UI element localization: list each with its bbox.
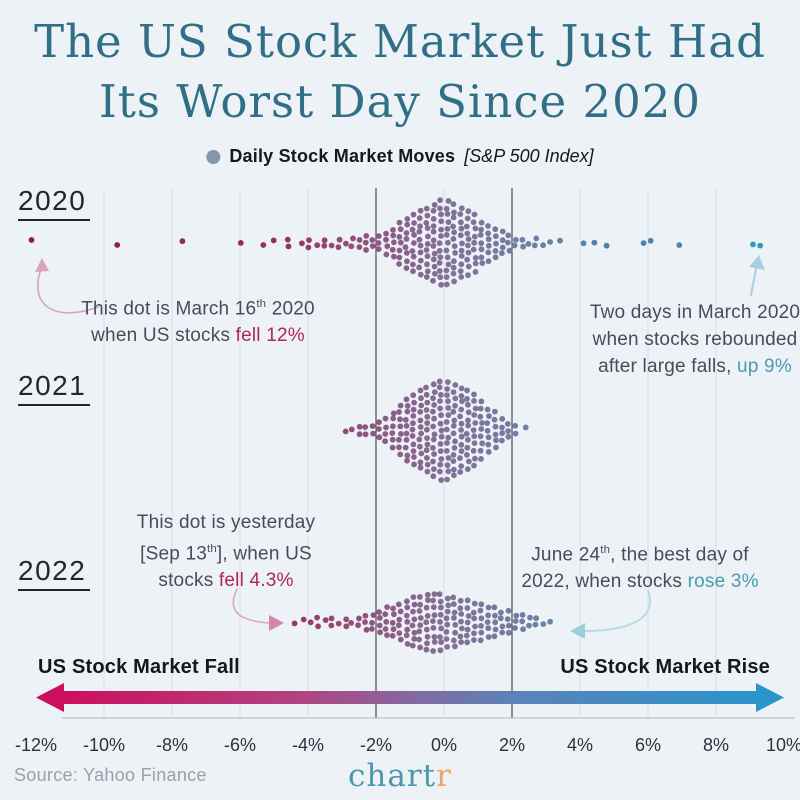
pointer-arrow-march16 (35, 258, 99, 314)
beeswarm-2022 (291, 591, 553, 654)
annotation-line: This dot is yesterday (136, 512, 316, 533)
annotation-line: [Sep 13th], when US (140, 543, 312, 565)
legend-dot-icon (206, 149, 221, 164)
chartr-logo-main: chart (348, 758, 437, 794)
pointer-arrow-sep13 (232, 588, 284, 631)
pointer-arrow-june24-head-icon (570, 623, 585, 639)
beeswarm-2020 (28, 197, 764, 288)
annotation-june-24-2022: June 24th, the best day of 2022, when sto… (521, 537, 758, 595)
axis-tick-2pct: 2% (498, 735, 526, 755)
legend-sublabel: [S&P 500 Index] (464, 146, 594, 166)
annotation-line: when stocks rebounded (592, 329, 798, 350)
annotation-march-2020-rebound: Two days in March 2020 when stocks reboun… (590, 299, 800, 380)
page-title-line-2: Its Worst Day Since 2020 (98, 75, 702, 128)
year-label-2021: 2021 (18, 370, 91, 406)
axis-tick--6pct: -6% (223, 735, 257, 755)
pointer-arrow-rebound (749, 255, 765, 296)
fall-axis-label: US Stock Market Fall (38, 656, 240, 678)
rise-axis-label: US Stock Market Rise (560, 656, 770, 678)
page-title: The US Stock Market Just Had Its Worst D… (0, 12, 800, 132)
axis-tick-6pct: 6% (634, 735, 662, 755)
fall-arrowhead-icon (36, 683, 64, 712)
axis-tick--2pct: -2% (359, 735, 393, 755)
axis-tick-0pct: 0% (430, 735, 458, 755)
chartr-logo: chartr (348, 758, 452, 794)
year-label-2020: 2020 (18, 185, 91, 221)
legend-label: Daily Stock Market Moves (229, 146, 456, 166)
gridlines (103, 188, 717, 718)
fall-rise-gradient-arrow (36, 683, 784, 712)
page-title-line-1: The US Stock Market Just Had (34, 15, 766, 68)
pointer-arrow-june24 (570, 590, 651, 639)
source-credit: Source: Yahoo Finance (14, 765, 207, 785)
axis-tick--4pct: -4% (291, 735, 325, 755)
rise-arrowhead-icon (756, 683, 784, 712)
year-label-2022: 2022 (18, 555, 91, 591)
annotation-march-16-2020: This dot is March 16th 2020 when US stock… (81, 291, 315, 349)
axis-tick-4pct: 4% (566, 735, 594, 755)
axis-tick-10pct: 10% (765, 735, 800, 755)
annotation-line: 2022, when stocks rose 3% (521, 571, 759, 593)
axis-tick--10pct: -10% (82, 735, 126, 755)
chartr-logo-accent: r (436, 758, 452, 794)
axis-tick--8pct: -8% (155, 735, 189, 755)
annotation-line: when US stocks fell 12% (91, 325, 305, 347)
annotation-line: This dot is March 16th 2020 (81, 298, 315, 320)
annotation-line: Two days in March 2020 (589, 302, 800, 323)
axis-tick-8pct: 8% (702, 735, 730, 755)
annotation-sep-13-2022: This dot is yesterday [Sep 13th], when US… (137, 509, 315, 594)
annotation-line: June 24th, the best day of (531, 544, 749, 566)
pointer-arrow-sep13-head-icon (269, 615, 284, 631)
axis-tick-labels: -12% -10% -8% -6% -4% -2% 0% 2% 4% 6% 8% 10% (0, 735, 800, 759)
pointer-arrow-march16-head-icon (35, 258, 49, 272)
pointer-arrow-rebound-head-icon (749, 255, 765, 270)
beeswarm-2021 (342, 378, 529, 483)
annotation-line: stocks fell 4.3% (158, 570, 294, 592)
legend: Daily Stock Market Moves [S&P 500 Index] (206, 146, 594, 167)
axis-tick--12pct: -12% (14, 735, 58, 755)
annotation-line: after large falls, up 9% (598, 356, 792, 377)
